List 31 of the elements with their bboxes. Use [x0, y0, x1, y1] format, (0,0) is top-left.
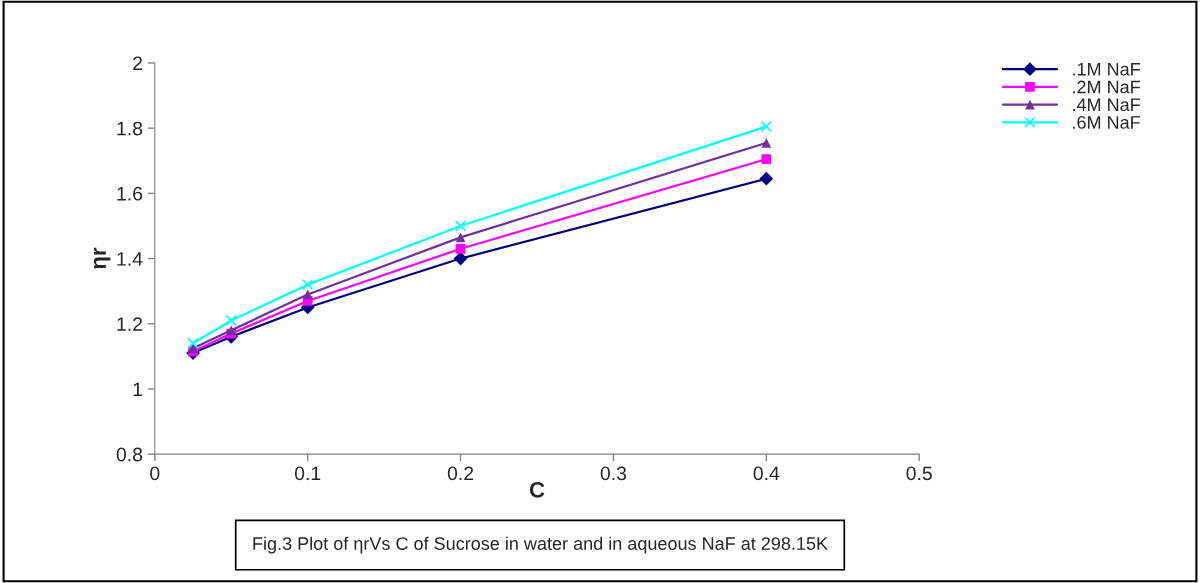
y-tick-label: 1	[133, 382, 143, 396]
x-axis-title: C	[529, 481, 545, 498]
y-tick-label: 1.4	[117, 252, 143, 266]
y-axis-title: ηr	[93, 247, 111, 269]
y-tick-label: 1.6	[117, 186, 143, 201]
y-tick-label: 2	[133, 56, 143, 71]
point	[759, 171, 774, 186]
legend-label: .4M NaF	[1073, 98, 1140, 112]
point	[302, 289, 313, 300]
point	[761, 137, 772, 148]
y-tick-label: 1.8	[117, 121, 143, 136]
x-tick-label: 0.1	[294, 466, 321, 481]
x-tick-label: 0	[150, 466, 160, 481]
point	[225, 314, 237, 327]
point	[187, 337, 199, 350]
point	[301, 278, 314, 291]
point	[454, 220, 467, 232]
point	[761, 154, 772, 164]
point	[455, 243, 466, 254]
legend-label: .2M NaF	[1073, 80, 1140, 94]
x-tick-label: 0.3	[600, 466, 627, 481]
x-tick-label: 0.2	[447, 466, 474, 481]
point	[455, 232, 466, 243]
y-tick-label: 0.8	[116, 447, 143, 462]
legend-label: .6M NaF	[1073, 116, 1140, 129]
legend-label: .1M NaF	[1073, 63, 1140, 76]
y-tick-label: 1.2	[117, 317, 143, 331]
x-tick-label: 0.4	[753, 466, 780, 481]
point	[760, 120, 773, 133]
x-tick-label: 0.5	[906, 466, 932, 481]
caption: Fig.3 Plot of ηrVs C of Sucrose in water and in aqueous NaF at 298.15K	[253, 536, 828, 554]
